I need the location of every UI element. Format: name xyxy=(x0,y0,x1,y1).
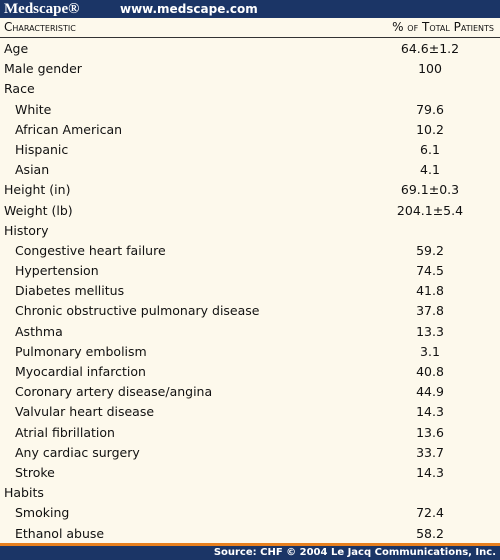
row-value: 13.3 xyxy=(416,323,444,339)
row-value: 6.1 xyxy=(420,141,440,157)
table-row: Myocardial infarction 40.8 xyxy=(0,361,500,381)
table-row: Smoking 72.4 xyxy=(0,502,500,522)
row-value: 41.8 xyxy=(416,283,444,299)
row-value: 204.1±5.4 xyxy=(396,202,464,218)
table-row: Male gender 100 xyxy=(0,58,500,78)
header-bar: Medscape® www.medscape.com xyxy=(0,0,500,18)
table-row: White 79.6 xyxy=(0,99,500,119)
row-value: 69.1±0.3 xyxy=(400,182,460,198)
row-label: Race xyxy=(4,81,35,97)
row-value: 44.9 xyxy=(416,384,444,400)
row-label: Atrial fibrillation xyxy=(15,424,115,440)
row-value: 14.3 xyxy=(416,404,444,420)
row-label: Asian xyxy=(15,162,50,178)
row-label: Coronary artery disease/angina xyxy=(15,384,213,400)
row-label: Asthma xyxy=(15,323,63,339)
row-value: 13.6 xyxy=(416,424,444,440)
brand: Medscape® xyxy=(4,1,80,17)
row-value: 72.4 xyxy=(416,505,444,521)
row-value: 33.7 xyxy=(416,444,444,460)
row-value: 100 xyxy=(418,61,442,77)
table-row: Diabetes mellitus 41.8 xyxy=(0,280,500,300)
table-row: Any cardiac surgery 33.7 xyxy=(0,442,500,462)
row-label: Hispanic xyxy=(15,141,69,157)
table-row: Congestive heart failure 59.2 xyxy=(0,240,500,260)
row-value: 40.8 xyxy=(416,364,444,379)
table-row: History xyxy=(0,220,500,240)
table-row: African American 10.2 xyxy=(0,119,500,139)
row-label: Male gender xyxy=(4,61,82,77)
column-header: % of Total Patients xyxy=(392,20,494,34)
row-value: 59.2 xyxy=(416,242,444,258)
footer-bar: Source: CHF © 2004 Le Jacq Communication… xyxy=(0,546,500,560)
row-label: Ethanol abuse xyxy=(15,525,105,541)
url[interactable]: www.medscape.com xyxy=(120,2,258,16)
table-row: Atrial fibrillation 13.6 xyxy=(0,422,500,442)
row-label: Diabetes mellitus xyxy=(15,283,125,299)
source: Source: CHF © 2004 Le Jacq Communication… xyxy=(213,547,496,558)
row-value: 74.5 xyxy=(416,263,444,279)
table-row: Coronary artery disease/angina 44.9 xyxy=(0,381,500,401)
row-label: History xyxy=(4,222,49,238)
column-header: Characteristic xyxy=(4,20,76,34)
table-row: Height (in) 69.1±0.3 xyxy=(0,179,500,199)
row-label: Myocardial infarction xyxy=(15,364,146,379)
row-label: Valvular heart disease xyxy=(15,404,155,420)
table-row: Race xyxy=(0,78,500,98)
row-label: Smoking xyxy=(15,505,70,521)
table-row: Chronic obstructive pulmonary disease 37.… xyxy=(0,300,500,320)
row-label: Hypertension xyxy=(15,263,99,279)
row-value: 14.3 xyxy=(416,464,444,480)
row-value: 64.6±1.2 xyxy=(400,41,460,56)
row-label: Age xyxy=(4,41,29,56)
table-row: Ethanol abuse 58.2 xyxy=(0,523,500,543)
row-value: 3.1 xyxy=(420,343,440,359)
table-row: Pulmonary embolism 3.1 xyxy=(0,341,500,361)
table-body: Age 64.6±1.2 Male gender 100 Race White 79.6 Af… xyxy=(0,38,500,543)
table-row: Asian 4.1 xyxy=(0,159,500,179)
table-row: Valvular heart disease 14.3 xyxy=(0,401,500,421)
table-row: Hispanic 6.1 xyxy=(0,139,500,159)
row-value: 4.1 xyxy=(420,162,440,178)
table-header: Characteristic % of Total Patients xyxy=(0,18,500,38)
table-row: Habits xyxy=(0,482,500,502)
row-value: 10.2 xyxy=(416,121,444,137)
table-row: Age 64.6±1.2 xyxy=(0,38,500,58)
row-label: Any cardiac surgery xyxy=(15,444,140,460)
table-row: Asthma 13.3 xyxy=(0,321,500,341)
row-label: White xyxy=(15,101,52,117)
table-row: Stroke 14.3 xyxy=(0,462,500,482)
row-label: Habits xyxy=(4,485,44,501)
row-label: Stroke xyxy=(15,464,55,480)
row-label: African American xyxy=(15,121,123,137)
row-label: Congestive heart failure xyxy=(15,242,166,258)
row-value: 37.8 xyxy=(416,303,444,319)
row-label: Chronic obstructive pulmonary disease xyxy=(15,303,260,319)
row-value: 79.6 xyxy=(416,101,444,117)
row-value: 58.2 xyxy=(416,525,444,541)
row-label: Height (in) xyxy=(4,182,71,198)
divider xyxy=(0,543,500,546)
row-label: Weight (lb) xyxy=(4,202,73,218)
table-row: Weight (lb) 204.1±5.4 xyxy=(0,200,500,220)
row-label: Pulmonary embolism xyxy=(15,343,147,359)
table-row: Hypertension 74.5 xyxy=(0,260,500,280)
